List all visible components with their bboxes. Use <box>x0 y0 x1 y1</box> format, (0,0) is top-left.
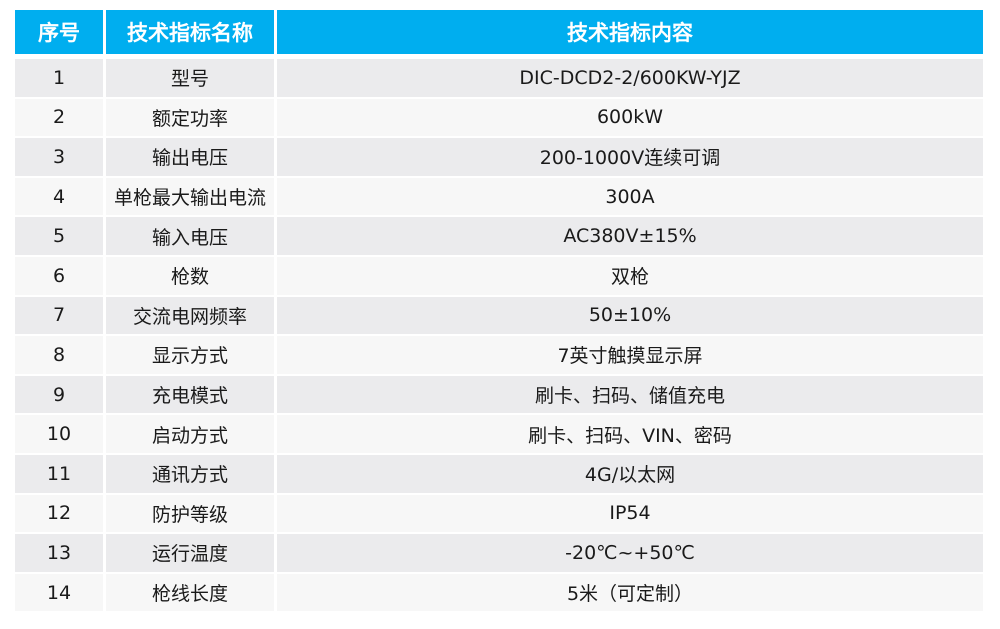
row-value: 刷卡、扫码、储值充电 <box>277 375 983 414</box>
row-value: 双枪 <box>277 256 983 295</box>
table-row: 3 输出电压 200-1000V连续可调 <box>15 138 983 176</box>
table-row: 7 交流电网频率 50±10% <box>15 296 983 335</box>
row-index: 14 <box>15 573 103 612</box>
row-index: 7 <box>15 296 103 335</box>
row-name: 额定功率 <box>106 98 274 137</box>
row-index: 6 <box>15 256 103 295</box>
row-value: 7英寸触摸显示屏 <box>277 336 983 374</box>
row-value: 刷卡、扫码、VIN、密码 <box>277 415 983 453</box>
row-value: IP54 <box>277 494 983 533</box>
row-name: 防护等级 <box>106 494 274 533</box>
row-index: 2 <box>15 98 103 137</box>
table-row: 12 防护等级 IP54 <box>15 494 983 533</box>
row-index: 10 <box>15 415 103 453</box>
table-row: 1 型号 DIC-DCD2-2/600KW-YJZ <box>15 59 983 97</box>
row-value: 5米（可定制） <box>277 573 983 612</box>
row-name: 启动方式 <box>106 415 274 453</box>
row-index: 9 <box>15 375 103 414</box>
row-value: 300A <box>277 177 983 216</box>
header-index: 序号 <box>15 10 103 54</box>
table-header: 序号 技术指标名称 技术指标内容 <box>15 10 983 54</box>
row-value: DIC-DCD2-2/600KW-YJZ <box>277 59 983 97</box>
row-value: 4G/以太网 <box>277 454 983 493</box>
spec-table: 序号 技术指标名称 技术指标内容 1 型号 DIC-DCD2-2/600KW-YJZ… <box>15 10 983 613</box>
row-value: -20℃~+50℃ <box>277 534 983 572</box>
table-row: 8 显示方式 7英寸触摸显示屏 <box>15 336 983 374</box>
table-row: 10 启动方式 刷卡、扫码、VIN、密码 <box>15 415 983 453</box>
row-name: 输出电压 <box>106 138 274 176</box>
row-name: 运行温度 <box>106 534 274 572</box>
row-index: 1 <box>15 59 103 97</box>
table-body: 1 型号 DIC-DCD2-2/600KW-YJZ 2 额定功率 600kW 3 输出电压 20… <box>15 59 983 612</box>
row-index: 3 <box>15 138 103 176</box>
row-index: 11 <box>15 454 103 493</box>
row-index: 4 <box>15 177 103 216</box>
row-name: 输入电压 <box>106 217 274 255</box>
table-row: 14 枪线长度 5米（可定制） <box>15 573 983 612</box>
row-index: 12 <box>15 494 103 533</box>
table-row: 13 运行温度 -20℃~+50℃ <box>15 534 983 572</box>
table-row: 11 通讯方式 4G/以太网 <box>15 454 983 493</box>
row-value: 200-1000V连续可调 <box>277 138 983 176</box>
row-index: 5 <box>15 217 103 255</box>
row-name: 交流电网频率 <box>106 296 274 335</box>
row-name: 显示方式 <box>106 336 274 374</box>
row-value: 600kW <box>277 98 983 137</box>
row-name: 枪线长度 <box>106 573 274 612</box>
row-name: 型号 <box>106 59 274 97</box>
row-name: 通讯方式 <box>106 454 274 493</box>
row-name: 单枪最大输出电流 <box>106 177 274 216</box>
table-row: 2 额定功率 600kW <box>15 98 983 137</box>
table-row: 5 输入电压 AC380V±15% <box>15 217 983 255</box>
table-row: 6 枪数 双枪 <box>15 256 983 295</box>
header-value: 技术指标内容 <box>277 10 983 54</box>
row-name: 枪数 <box>106 256 274 295</box>
table-row: 4 单枪最大输出电流 300A <box>15 177 983 216</box>
row-index: 13 <box>15 534 103 572</box>
row-value: AC380V±15% <box>277 217 983 255</box>
row-value: 50±10% <box>277 296 983 335</box>
table-row: 9 充电模式 刷卡、扫码、储值充电 <box>15 375 983 414</box>
row-index: 8 <box>15 336 103 374</box>
row-name: 充电模式 <box>106 375 274 414</box>
header-name: 技术指标名称 <box>106 10 274 54</box>
